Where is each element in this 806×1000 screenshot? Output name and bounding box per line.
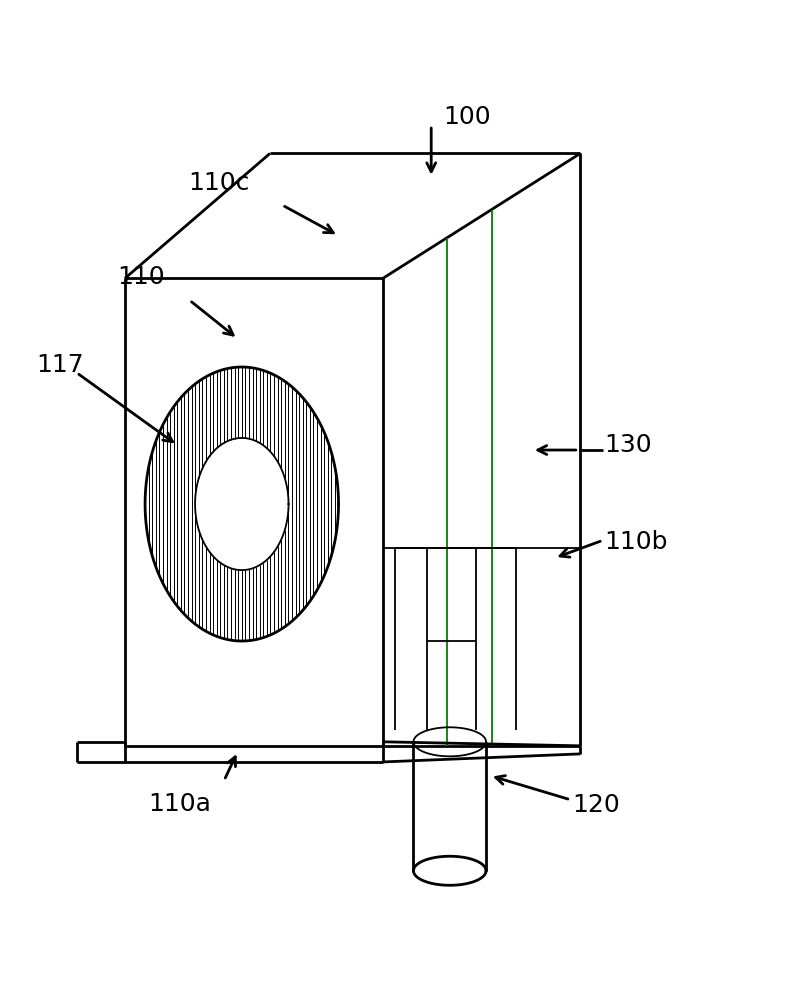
Text: 110: 110 <box>118 265 165 289</box>
Text: 100: 100 <box>443 105 491 129</box>
Text: 110b: 110b <box>604 530 668 554</box>
Text: 117: 117 <box>36 353 84 377</box>
Text: 130: 130 <box>604 433 652 457</box>
Text: 110c: 110c <box>189 171 250 195</box>
Text: 120: 120 <box>572 793 620 817</box>
Text: 110a: 110a <box>148 792 211 816</box>
